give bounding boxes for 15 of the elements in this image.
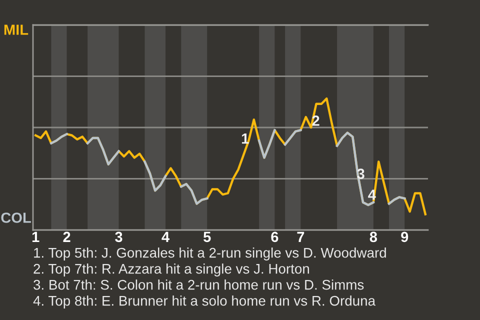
text: 4. Top 8th: E. Brunner hit a solo home run vs R. Orduna (33, 296, 376, 308)
x-tick-label: 6 (271, 232, 278, 242)
text: 2. Top 7th: R. Azzara hit a single vs J. Horton (34, 264, 309, 276)
x-tick-label: 3 (115, 232, 122, 242)
x-tick-label: 8 (370, 232, 378, 242)
x-tick-label: 1 (32, 232, 40, 242)
x-tick-label: 4 (162, 232, 170, 242)
x-tick-label: 7 (297, 232, 304, 242)
text: 3. Bot 7th: S. Colon hit a 2-run home run vs D. Simms (34, 280, 364, 290)
text: 1. Top 5th: J. Gonzales hit a 2-run single vs D. Woodward (34, 248, 386, 260)
text: COL (1, 212, 31, 223)
x-tick-label: 2 (63, 232, 70, 242)
text: MIL (4, 24, 28, 35)
x-tick-label: 5 (204, 232, 211, 242)
x-tick-label: 9 (401, 232, 408, 242)
